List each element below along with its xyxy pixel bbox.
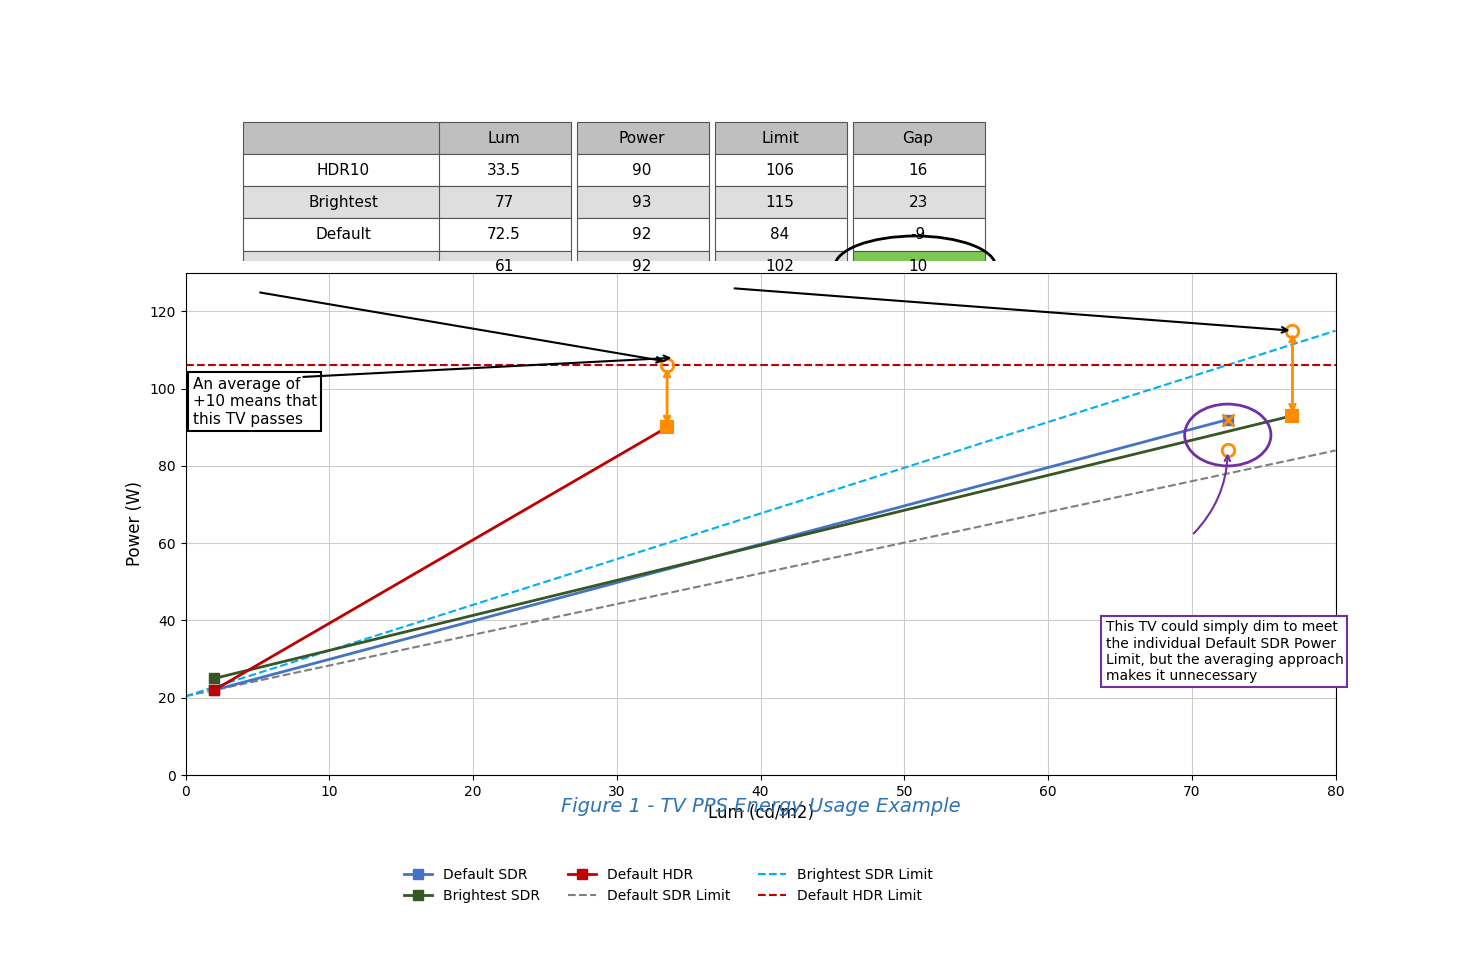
- Text: This TV could simply dim to meet
the individual Default SDR Power
Limit, but the: This TV could simply dim to meet the ind…: [1106, 620, 1343, 684]
- Text: 72.5: 72.5: [487, 227, 521, 242]
- Text: 10: 10: [908, 259, 928, 274]
- FancyBboxPatch shape: [715, 250, 847, 283]
- Default HDR: [659, 422, 677, 433]
- FancyBboxPatch shape: [852, 186, 985, 219]
- Text: -9: -9: [911, 227, 926, 242]
- Y-axis label: Power (W): Power (W): [126, 482, 144, 566]
- FancyBboxPatch shape: [715, 122, 847, 154]
- Text: 92: 92: [632, 259, 651, 274]
- X-axis label: Lum (cd/m2): Lum (cd/m2): [708, 804, 813, 822]
- Legend: Default SDR, Brightest SDR, Default HDR, Default SDR Limit, Brightest SDR Limit,: Default SDR, Brightest SDR, Default HDR,…: [399, 862, 938, 909]
- Text: 102: 102: [766, 259, 794, 274]
- FancyBboxPatch shape: [243, 122, 444, 154]
- Text: 23: 23: [908, 195, 928, 210]
- FancyBboxPatch shape: [439, 122, 571, 154]
- FancyBboxPatch shape: [243, 219, 444, 250]
- FancyBboxPatch shape: [577, 154, 709, 186]
- FancyBboxPatch shape: [243, 250, 444, 283]
- Text: Figure 1 - TV PPS Energy Usage Example: Figure 1 - TV PPS Energy Usage Example: [561, 796, 960, 815]
- FancyBboxPatch shape: [577, 186, 709, 219]
- FancyBboxPatch shape: [439, 219, 571, 250]
- Text: Limit: Limit: [761, 131, 798, 145]
- Text: 77: 77: [494, 195, 513, 210]
- Text: 33.5: 33.5: [487, 163, 521, 178]
- Text: An average of
+10 means that
this TV passes: An average of +10 means that this TV pas…: [193, 377, 316, 426]
- Text: 93: 93: [632, 195, 651, 210]
- Text: Lum: Lum: [488, 131, 521, 145]
- Text: 84: 84: [770, 227, 789, 242]
- FancyBboxPatch shape: [715, 219, 847, 250]
- FancyBboxPatch shape: [852, 154, 985, 186]
- Text: 115: 115: [766, 195, 794, 210]
- FancyBboxPatch shape: [852, 250, 985, 283]
- Text: 61: 61: [494, 259, 513, 274]
- FancyBboxPatch shape: [439, 186, 571, 219]
- FancyBboxPatch shape: [715, 154, 847, 186]
- Text: HDR10: HDR10: [316, 163, 370, 178]
- FancyBboxPatch shape: [439, 250, 571, 283]
- FancyBboxPatch shape: [852, 219, 985, 250]
- FancyBboxPatch shape: [577, 122, 709, 154]
- Text: 16: 16: [908, 163, 928, 178]
- Text: Default: Default: [315, 227, 371, 242]
- FancyBboxPatch shape: [577, 219, 709, 250]
- Text: Brightest: Brightest: [309, 195, 378, 210]
- Line: Default HDR: Default HDR: [209, 423, 672, 695]
- Text: Gap: Gap: [902, 131, 933, 145]
- FancyBboxPatch shape: [243, 154, 444, 186]
- Text: 106: 106: [766, 163, 794, 178]
- Text: 92: 92: [632, 227, 651, 242]
- FancyBboxPatch shape: [715, 186, 847, 219]
- FancyBboxPatch shape: [439, 154, 571, 186]
- FancyBboxPatch shape: [852, 122, 985, 154]
- Text: 90: 90: [632, 163, 651, 178]
- FancyBboxPatch shape: [577, 250, 709, 283]
- FancyBboxPatch shape: [243, 186, 444, 219]
- Default HDR: [205, 684, 223, 696]
- Text: Power: Power: [619, 131, 665, 145]
